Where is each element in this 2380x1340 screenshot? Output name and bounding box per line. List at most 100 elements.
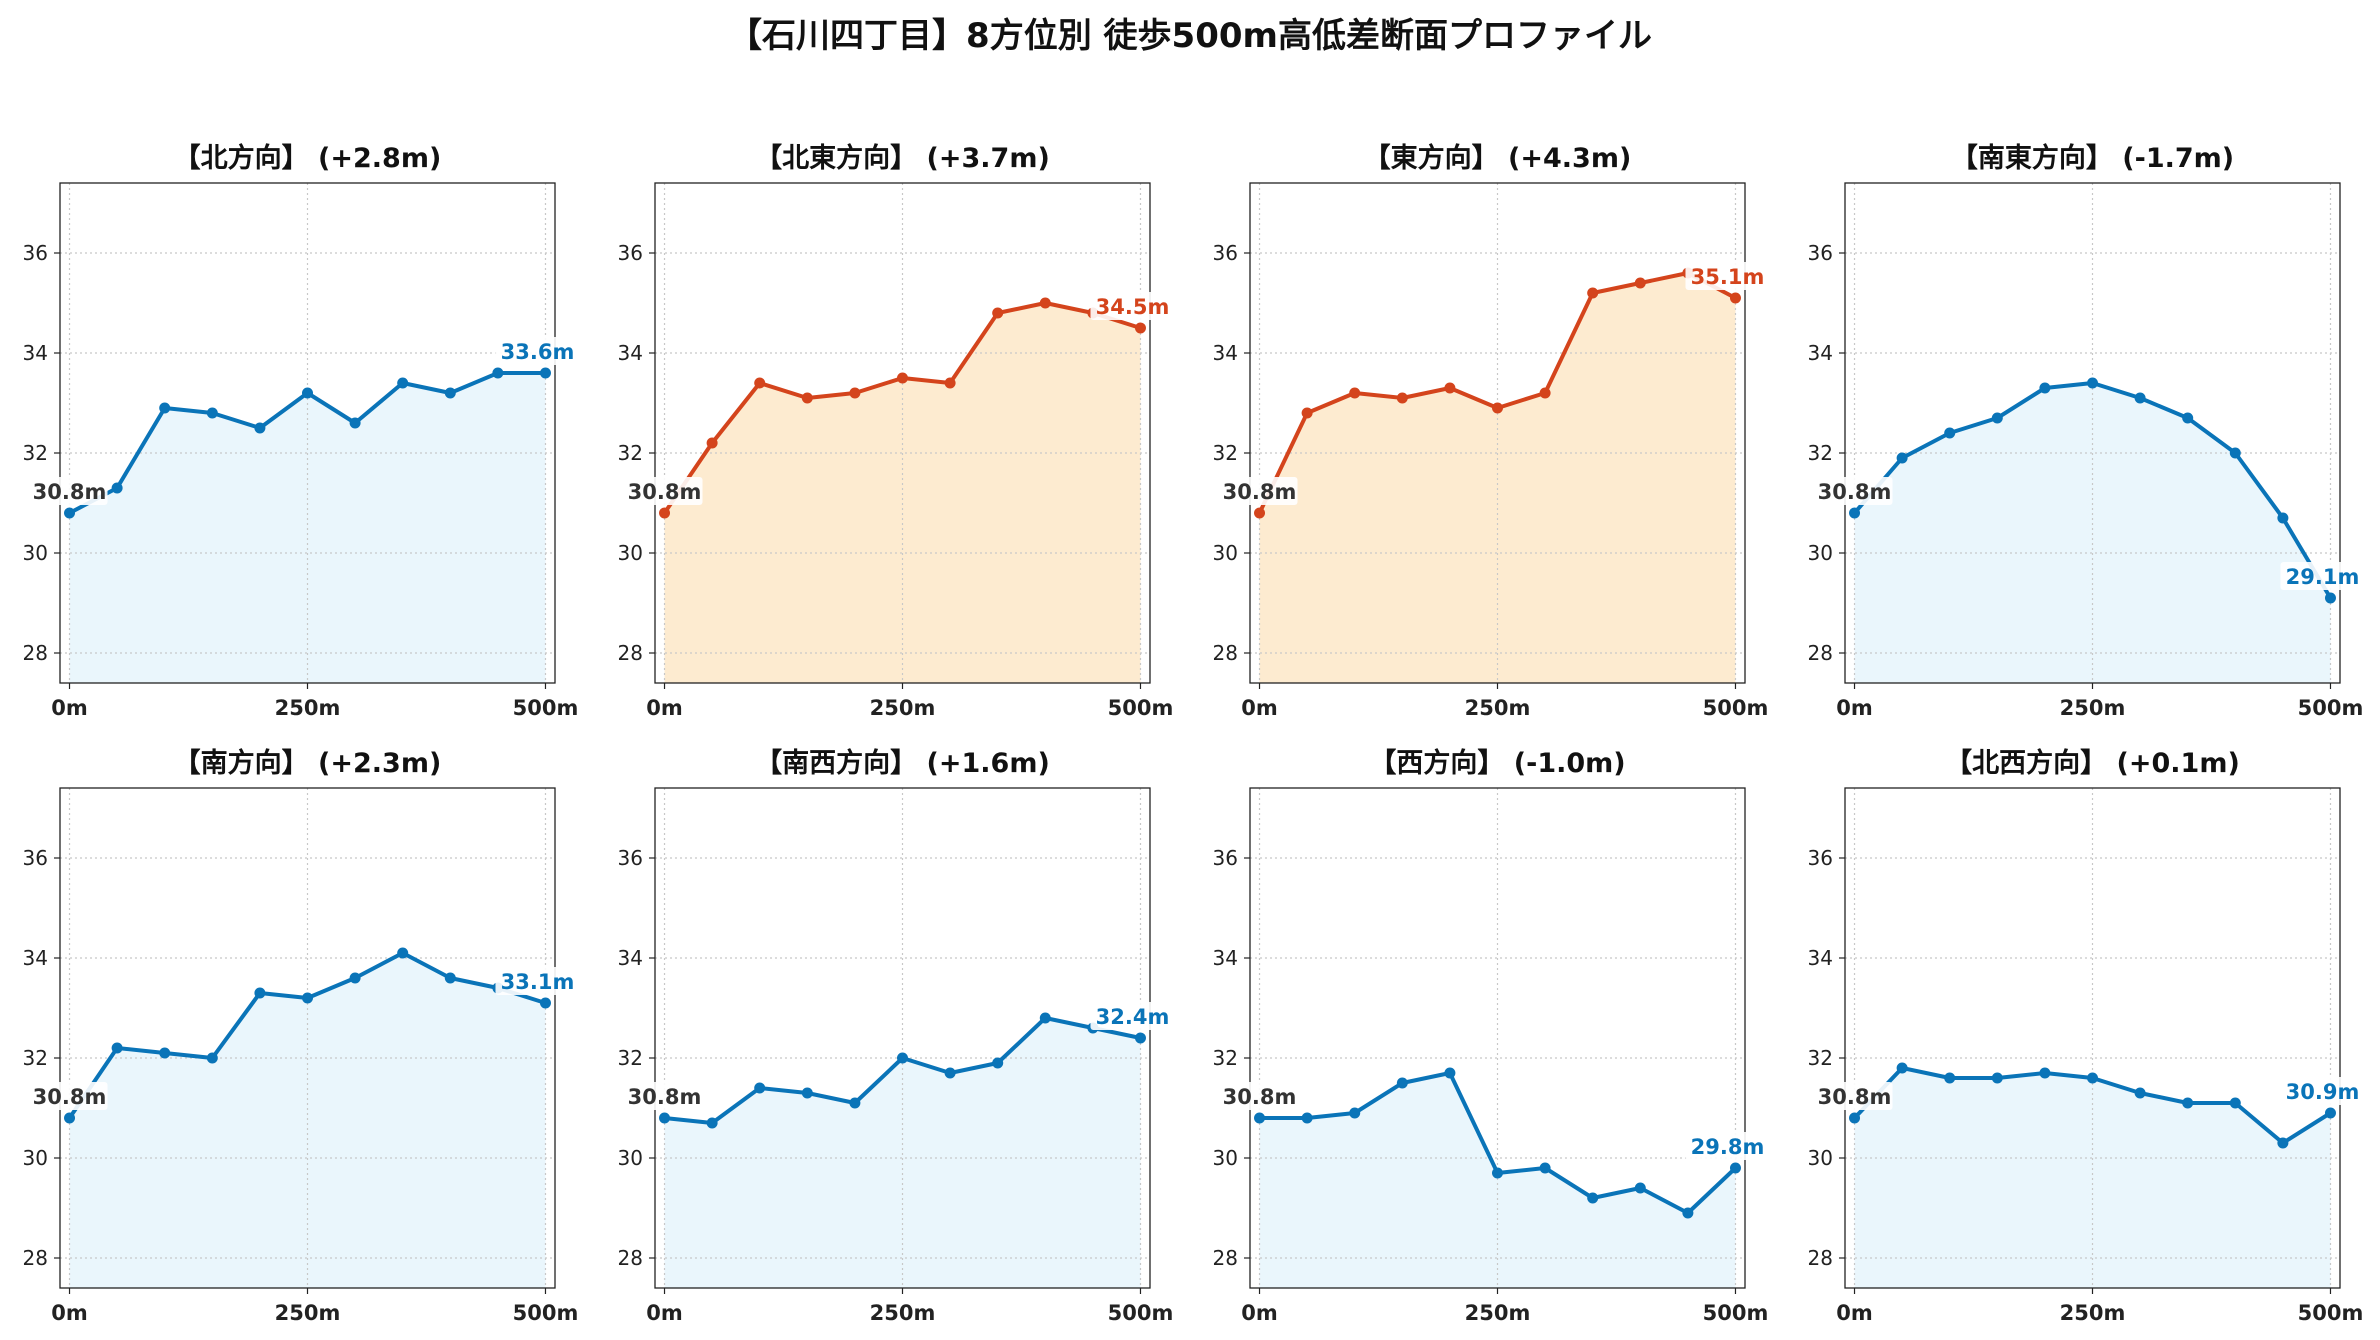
data-point bbox=[206, 1052, 218, 1064]
start-label: 30.8m bbox=[1223, 1085, 1297, 1109]
data-point bbox=[1396, 392, 1408, 404]
data-point bbox=[2277, 1137, 2289, 1149]
x-tick-label: 250m bbox=[1465, 1301, 1531, 1325]
data-point bbox=[302, 387, 313, 399]
y-tick-label: 36 bbox=[1808, 846, 1833, 870]
data-point bbox=[444, 972, 456, 984]
y-tick-label: 30 bbox=[618, 1146, 643, 1170]
data-point bbox=[2229, 1097, 2241, 1109]
data-point bbox=[1301, 407, 1313, 419]
data-point bbox=[2182, 412, 2194, 424]
start-label-bg bbox=[626, 1082, 703, 1110]
chart-panel-8: 【北西方向】 (+0.1m) 28 30 32 34 36 0m 250m 500m 30.8m 3… bbox=[1808, 747, 2365, 1325]
x-tick-label: 500m bbox=[2298, 696, 2364, 720]
x-tick-label: 0m bbox=[1241, 1301, 1278, 1325]
x-tick-label: 250m bbox=[275, 696, 341, 720]
end-label-bg bbox=[1685, 262, 1770, 290]
start-label: 30.8m bbox=[628, 480, 702, 504]
end-label-bg bbox=[2280, 1077, 2365, 1105]
data-point bbox=[992, 1057, 1004, 1069]
start-label-bg bbox=[626, 477, 703, 505]
x-tick-label: 250m bbox=[870, 696, 936, 720]
panel-title: 【北西方向】 (+0.1m) bbox=[1945, 747, 2240, 779]
end-label-bg bbox=[1090, 292, 1175, 320]
data-point bbox=[1444, 382, 1456, 394]
start-label-bg bbox=[1816, 1082, 1893, 1110]
x-tick-label: 0m bbox=[646, 696, 683, 720]
panel-title: 【南東方向】 (-1.7m) bbox=[1951, 142, 2234, 174]
y-tick-label: 32 bbox=[1213, 1046, 1238, 1070]
end-label: 32.4m bbox=[1096, 1005, 1170, 1029]
end-label-bg bbox=[495, 967, 580, 995]
y-tick-label: 30 bbox=[1213, 541, 1238, 565]
x-tick-label: 250m bbox=[275, 1301, 341, 1325]
y-tick-label: 28 bbox=[1213, 1246, 1238, 1270]
x-tick-label: 0m bbox=[1241, 696, 1278, 720]
start-label-bg bbox=[1816, 477, 1893, 505]
y-tick-label: 34 bbox=[1808, 946, 1833, 970]
data-point bbox=[706, 1117, 718, 1129]
chart-panel-3: 【東方向】 (+4.3m) 28 30 32 34 36 0m 250m 500m 30.8m 35… bbox=[1213, 142, 1770, 720]
y-tick-label: 28 bbox=[23, 641, 48, 665]
end-label: 35.1m bbox=[1691, 265, 1765, 289]
y-tick-label: 28 bbox=[1213, 641, 1238, 665]
y-tick-label: 36 bbox=[618, 241, 643, 265]
data-point bbox=[2134, 392, 2146, 404]
data-point bbox=[1134, 1032, 1146, 1044]
start-label-bg bbox=[31, 1082, 108, 1110]
data-point bbox=[2182, 1097, 2194, 1109]
y-tick-label: 32 bbox=[23, 1046, 48, 1070]
y-tick-label: 36 bbox=[1213, 846, 1238, 870]
start-label: 30.8m bbox=[33, 480, 107, 504]
end-label-bg bbox=[495, 337, 580, 365]
data-point bbox=[2087, 377, 2098, 389]
x-tick-label: 500m bbox=[2298, 1301, 2364, 1325]
data-point bbox=[1944, 1072, 1956, 1084]
y-tick-label: 34 bbox=[23, 946, 48, 970]
data-point bbox=[2277, 512, 2289, 524]
y-tick-label: 28 bbox=[1808, 641, 1833, 665]
data-point bbox=[1539, 387, 1551, 399]
start-label: 30.8m bbox=[1818, 1085, 1892, 1109]
y-tick-label: 36 bbox=[1213, 241, 1238, 265]
data-point bbox=[1039, 297, 1051, 309]
y-tick-label: 30 bbox=[618, 541, 643, 565]
data-point bbox=[1349, 1107, 1361, 1119]
data-point bbox=[2324, 1107, 2336, 1119]
data-point bbox=[111, 1042, 123, 1054]
y-tick-label: 34 bbox=[1213, 341, 1238, 365]
x-tick-label: 250m bbox=[1465, 696, 1531, 720]
data-point bbox=[349, 972, 361, 984]
data-point bbox=[1896, 452, 1908, 464]
data-point bbox=[2324, 592, 2336, 604]
end-label-bg bbox=[1090, 1002, 1175, 1030]
y-tick-label: 34 bbox=[618, 946, 643, 970]
data-point bbox=[897, 372, 908, 384]
y-tick-label: 34 bbox=[23, 341, 48, 365]
data-point bbox=[1991, 412, 2003, 424]
y-tick-label: 36 bbox=[23, 846, 48, 870]
end-label: 29.8m bbox=[1691, 1135, 1765, 1159]
data-point bbox=[1539, 1162, 1551, 1174]
data-point bbox=[1492, 402, 1503, 414]
y-tick-label: 30 bbox=[1808, 1146, 1833, 1170]
end-label-bg bbox=[1685, 1132, 1770, 1160]
data-point bbox=[849, 387, 861, 399]
y-tick-label: 34 bbox=[618, 341, 643, 365]
data-point bbox=[801, 392, 813, 404]
y-tick-label: 28 bbox=[1808, 1246, 1833, 1270]
chart-panel-7: 【西方向】 (-1.0m) 28 30 32 34 36 0m 250m 500m 30.8m 29… bbox=[1213, 747, 1770, 1325]
data-point bbox=[254, 422, 266, 434]
data-point bbox=[992, 307, 1004, 319]
end-label: 30.9m bbox=[2286, 1080, 2360, 1104]
data-point bbox=[1349, 387, 1361, 399]
start-label: 30.8m bbox=[628, 1085, 702, 1109]
data-point bbox=[944, 377, 956, 389]
x-tick-label: 500m bbox=[513, 1301, 579, 1325]
start-label: 30.8m bbox=[1223, 480, 1297, 504]
figure-title: 【石川四丁目】8方位別 徒歩500m高低差断面プロファイル bbox=[728, 16, 1652, 56]
data-point bbox=[1134, 322, 1146, 334]
data-point bbox=[754, 1082, 766, 1094]
chart-panel-2: 【北東方向】 (+3.7m) 28 30 32 34 36 0m 250m 500m 30.8m 3… bbox=[618, 142, 1175, 720]
data-point bbox=[1039, 1012, 1051, 1024]
